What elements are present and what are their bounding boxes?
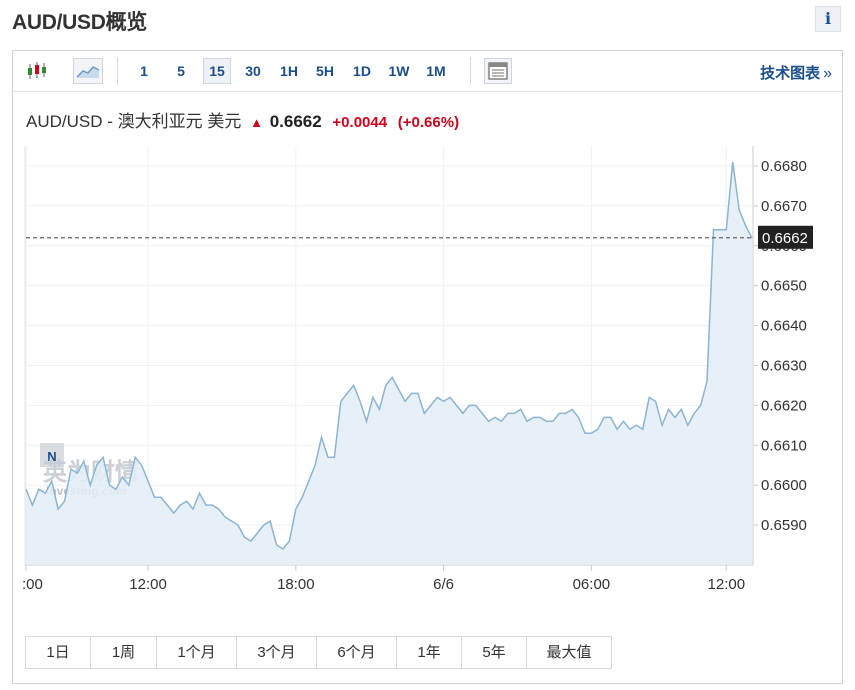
- pair-name: AUD/USD - 澳大利亚元 美元: [26, 112, 242, 131]
- x-tick-label: 6/6: [433, 576, 454, 593]
- price-line: [25, 161, 753, 550]
- y-tick-label: 0.6670: [761, 198, 807, 215]
- quote-header: AUD/USD - 澳大利亚元 美元 ▲ 0.6662 +0.0044 (+0.…: [26, 107, 459, 132]
- y-tick-label: 0.6620: [761, 397, 807, 414]
- y-tick-label: 0.6610: [761, 437, 807, 454]
- price-change-percent: (+0.66%): [397, 114, 460, 131]
- y-tick-label: 0.6640: [761, 318, 807, 335]
- price-chart[interactable]: 0.6590 0.6600 0.6610 0.6620 0.6630 0.6640 0.66…: [13, 146, 813, 596]
- x-tick-label: 18:00: [277, 576, 315, 593]
- candlestick-icon[interactable]: [23, 58, 53, 84]
- interval-30[interactable]: 30: [245, 63, 261, 79]
- interval-1d[interactable]: 1D: [353, 63, 371, 79]
- page-title: AUD/USD概览: [12, 11, 147, 34]
- current-price-label: 0.6662: [762, 230, 808, 247]
- y-tick-label: 0.6630: [761, 357, 807, 374]
- range-5y[interactable]: 5年: [462, 637, 527, 668]
- technical-chart-link[interactable]: 技术图表»: [760, 62, 832, 83]
- interval-1h[interactable]: 1H: [280, 63, 298, 79]
- table-view-icon[interactable]: [484, 58, 512, 84]
- info-button[interactable]: i: [815, 6, 841, 32]
- chart-toolbar: 1 5 15 30 1H 5H 1D 1W 1M 技术图表»: [13, 51, 842, 92]
- range-3m[interactable]: 3个月: [237, 637, 317, 668]
- range-1y[interactable]: 1年: [397, 637, 462, 668]
- x-tick-label: 06:00: [573, 576, 611, 593]
- x-tick-label: 12:00: [129, 576, 167, 593]
- range-1m[interactable]: 1个月: [157, 637, 237, 668]
- area-chart-icon[interactable]: [73, 58, 103, 84]
- interval-1m[interactable]: 1M: [426, 63, 446, 79]
- toolbar-divider: [470, 57, 471, 85]
- interval-5h[interactable]: 5H: [316, 63, 334, 79]
- range-1d[interactable]: 1日: [26, 637, 91, 668]
- current-price-tag: [758, 225, 813, 249]
- arrow-up-icon: ▲: [250, 115, 263, 130]
- y-tick-label: 0.6680: [761, 158, 807, 175]
- watermark-badge-letter: N: [47, 449, 56, 464]
- x-tick-label: :00: [22, 576, 43, 593]
- price-change: +0.0044: [332, 114, 388, 131]
- toolbar-divider: [117, 57, 118, 85]
- watermark-badge: [40, 443, 64, 467]
- range-6m[interactable]: 6个月: [317, 637, 397, 668]
- chart-panel: 1 5 15 30 1H 5H 1D 1W 1M 技术图表» AUD/USD -…: [12, 50, 843, 684]
- interval-15[interactable]: 15: [203, 58, 231, 84]
- range-max[interactable]: 最大值: [546, 644, 592, 661]
- interval-1w[interactable]: 1W: [388, 63, 410, 79]
- interval-5[interactable]: 5: [177, 63, 185, 79]
- range-1w[interactable]: 1周: [91, 637, 157, 668]
- chevron-double-right-icon: »: [823, 65, 832, 82]
- technical-chart-label: 技术图表: [760, 65, 821, 82]
- y-tick-label: 0.6600: [761, 477, 807, 494]
- y-tick-label: 0.6590: [761, 517, 807, 534]
- interval-1[interactable]: 1: [140, 63, 148, 79]
- y-tick-label: 0.6650: [761, 278, 807, 295]
- x-tick-label: 12:00: [708, 576, 746, 593]
- time-range-selector: 1日 1周 1个月 3个月 6个月 1年 5年 最大值: [25, 636, 612, 669]
- price-area-fill: [26, 162, 752, 565]
- last-price: 0.6662: [269, 112, 322, 131]
